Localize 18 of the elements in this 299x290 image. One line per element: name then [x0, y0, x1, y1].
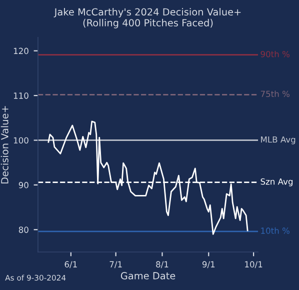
x-tick-label: 9/1 — [202, 261, 215, 268]
y-tick-label: 100 — [14, 137, 28, 144]
ref-line-label: MLB Avg — [261, 136, 296, 144]
ref-line-label: 75th % — [260, 90, 290, 98]
chart-title: Jake McCarthy's 2024 Decision Value+ (Rolling 400 Pitches Faced) — [54, 8, 241, 28]
y-tick-label: 80 — [18, 226, 28, 233]
ref-line-label: 10th % — [261, 227, 290, 234]
ref-line-label: Szn Avg — [260, 178, 293, 186]
y-axis-title: Decision Value+ — [0, 106, 8, 184]
x-tick-label: 7/1 — [110, 261, 122, 268]
x-tick-label: 6/1 — [64, 261, 77, 268]
y-tick-label: 120 — [14, 48, 28, 54]
y-tick-label: 90 — [18, 182, 28, 188]
x-tick-label: 10/1 — [245, 261, 262, 268]
y-tick-label: 110 — [14, 92, 28, 99]
x-axis-title: Game Date — [120, 272, 176, 280]
ref-line-label: 90th % — [260, 50, 290, 58]
x-tick-label: 8/1 — [156, 261, 168, 268]
